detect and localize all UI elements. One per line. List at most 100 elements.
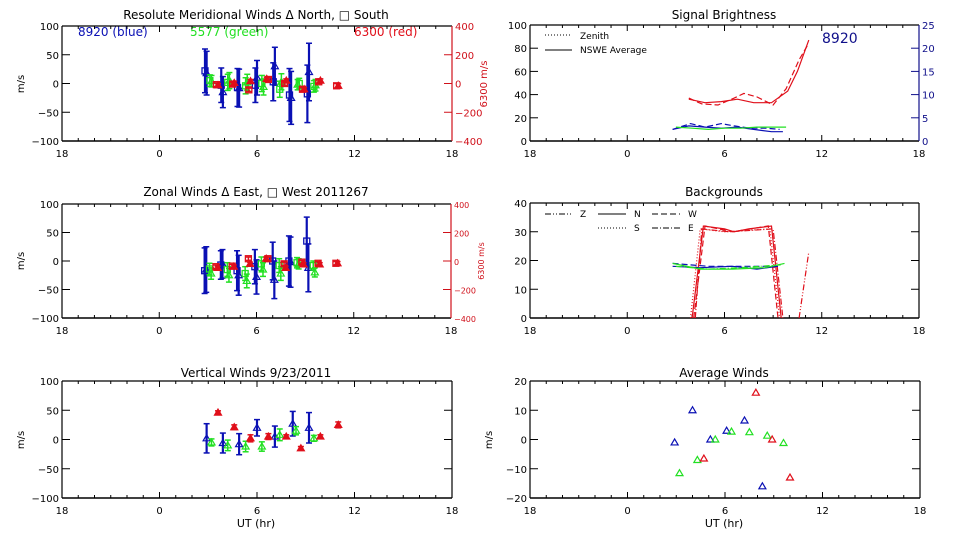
y-axis-label: m/s <box>16 75 27 93</box>
x-tick-label: 18 <box>446 506 459 517</box>
y-tick-label-right: 400 <box>455 22 474 33</box>
y-tick-label: 20 <box>514 257 527 268</box>
x-tick-label: 6 <box>254 149 260 160</box>
data-point-triangle <box>315 431 325 440</box>
x-tick-label: 18 <box>524 506 537 517</box>
y-tick-label: −20 <box>506 494 527 505</box>
y-tick-label: −100 <box>32 314 59 325</box>
x-tick-label: 0 <box>156 326 162 337</box>
y-tick-label: 0 <box>521 436 527 447</box>
y-tick-label: 10 <box>514 406 527 417</box>
y-tick-label: −100 <box>32 137 59 148</box>
data-point-triangle <box>710 434 720 443</box>
series-line <box>672 262 778 267</box>
x-tick-label: 18 <box>446 149 459 160</box>
data-point-triangle <box>245 259 255 267</box>
chart-title: Backgrounds <box>685 185 763 199</box>
x-tick-label: 12 <box>816 506 829 517</box>
x-tick-label: 12 <box>347 326 360 337</box>
chart-title: Signal Brightness <box>672 8 777 22</box>
legend-label-s: S <box>634 224 640 234</box>
data-point-triangle <box>223 440 233 449</box>
y-tick-label: −50 <box>38 465 59 476</box>
data-point-square <box>332 82 341 90</box>
y-tick-label-right: 0 <box>922 137 928 148</box>
data-point-triangle <box>739 415 750 424</box>
x-tick-label: 18 <box>524 326 537 337</box>
data-point-square <box>293 259 301 267</box>
panel-vertical: Vertical Winds 9/23/2011 m/s UT (hr) <box>16 366 331 530</box>
data-point-triangle <box>310 267 320 276</box>
legend-label-n: N <box>634 210 641 220</box>
chart-average: 18 0 6 12 18 20 10 0 −10 −20 <box>506 377 926 517</box>
y-tick-label-right: −200 <box>455 108 482 119</box>
data-point-square <box>212 263 220 271</box>
x-tick-label: 6 <box>254 506 260 517</box>
data-point-triangle <box>304 423 314 431</box>
y-tick-label: 0 <box>53 436 59 447</box>
chart-zonal: 18 0 6 12 18 100 50 0 −50 −100 400 200 0 −200 −400 <box>32 200 476 337</box>
y-tick-label-right: −400 <box>454 315 476 324</box>
y-tick-label-right: 10 <box>922 91 935 102</box>
data-point-triangle <box>241 441 251 450</box>
x-tick-label: 18 <box>56 326 69 337</box>
panel-backgrounds: Backgrounds Z N W S E <box>580 185 763 234</box>
data-point-triangle <box>767 434 777 443</box>
y-axis-label: m/s <box>16 252 27 270</box>
series-line <box>675 126 787 131</box>
y-tick-label: 40 <box>514 199 527 210</box>
x-tick-label: 0 <box>624 506 630 517</box>
data-point-triangle <box>281 431 291 440</box>
data-point-triangle <box>218 438 228 447</box>
data-point-triangle <box>687 405 698 414</box>
data-point-square <box>200 267 209 275</box>
y-tick-label-right: −400 <box>455 137 482 148</box>
series-line <box>691 225 782 319</box>
data-point-square <box>212 81 221 89</box>
legend-label-6300: 6300 (red) <box>354 25 417 39</box>
data-point-triangle <box>751 388 761 396</box>
legend-label-zenith: Zenith <box>580 32 609 42</box>
chart-title: Resolute Meridional Winds Δ North, □ Sou… <box>123 8 389 22</box>
x-tick-label: 12 <box>815 149 828 160</box>
chart-title: Zonal Winds Δ East, □ West 2011267 <box>143 185 368 199</box>
panel-zonal: Zonal Winds Δ East, □ West 2011267 m/s 6… <box>16 185 486 280</box>
y-tick-label: 100 <box>40 377 59 388</box>
data-point-triangle <box>670 437 680 446</box>
data-point-triangle <box>744 427 754 436</box>
data-point-square <box>258 79 266 88</box>
x-tick-label: 18 <box>914 506 927 517</box>
x-tick-label: 18 <box>56 149 69 160</box>
legend-label-8920: 8920 (blue) <box>78 25 148 39</box>
panel-brightness: Signal Brightness 8920 Zenith NSWE Avera… <box>580 8 858 56</box>
x-tick-label: 0 <box>624 326 630 337</box>
legend-label-nswe-average: NSWE Average <box>580 46 647 56</box>
y-tick-label: 0 <box>521 314 527 325</box>
data-point-triangle <box>229 422 239 431</box>
data-point-triangle <box>263 431 273 440</box>
y-tick-label: −50 <box>38 108 59 119</box>
data-point-square <box>310 82 318 91</box>
y-tick-label-right: 25 <box>922 21 935 32</box>
legend-label-5577: 5577 (green) <box>190 25 268 39</box>
data-point-triangle <box>722 426 732 434</box>
y-tick-label: 100 <box>40 200 59 211</box>
legend-label-w: W <box>688 210 697 220</box>
y-tick-label: 10 <box>514 285 527 296</box>
data-point-triangle <box>275 430 285 438</box>
data-point-square <box>228 80 237 88</box>
y-tick-label: 0 <box>53 257 59 268</box>
y-axis-label-right: 6300 m/s <box>477 242 486 280</box>
y-tick-label-right: 15 <box>922 67 935 78</box>
y-tick-label-right: 0 <box>454 258 459 267</box>
x-tick-label: 12 <box>348 149 361 160</box>
y-tick-label: −10 <box>506 465 527 476</box>
y-tick-label-right: 0 <box>455 80 461 91</box>
x-axis-label: UT (hr) <box>237 517 275 530</box>
data-point-square <box>228 262 236 270</box>
y-tick-label: 100 <box>508 21 527 32</box>
y-tick-label: 50 <box>46 406 59 417</box>
